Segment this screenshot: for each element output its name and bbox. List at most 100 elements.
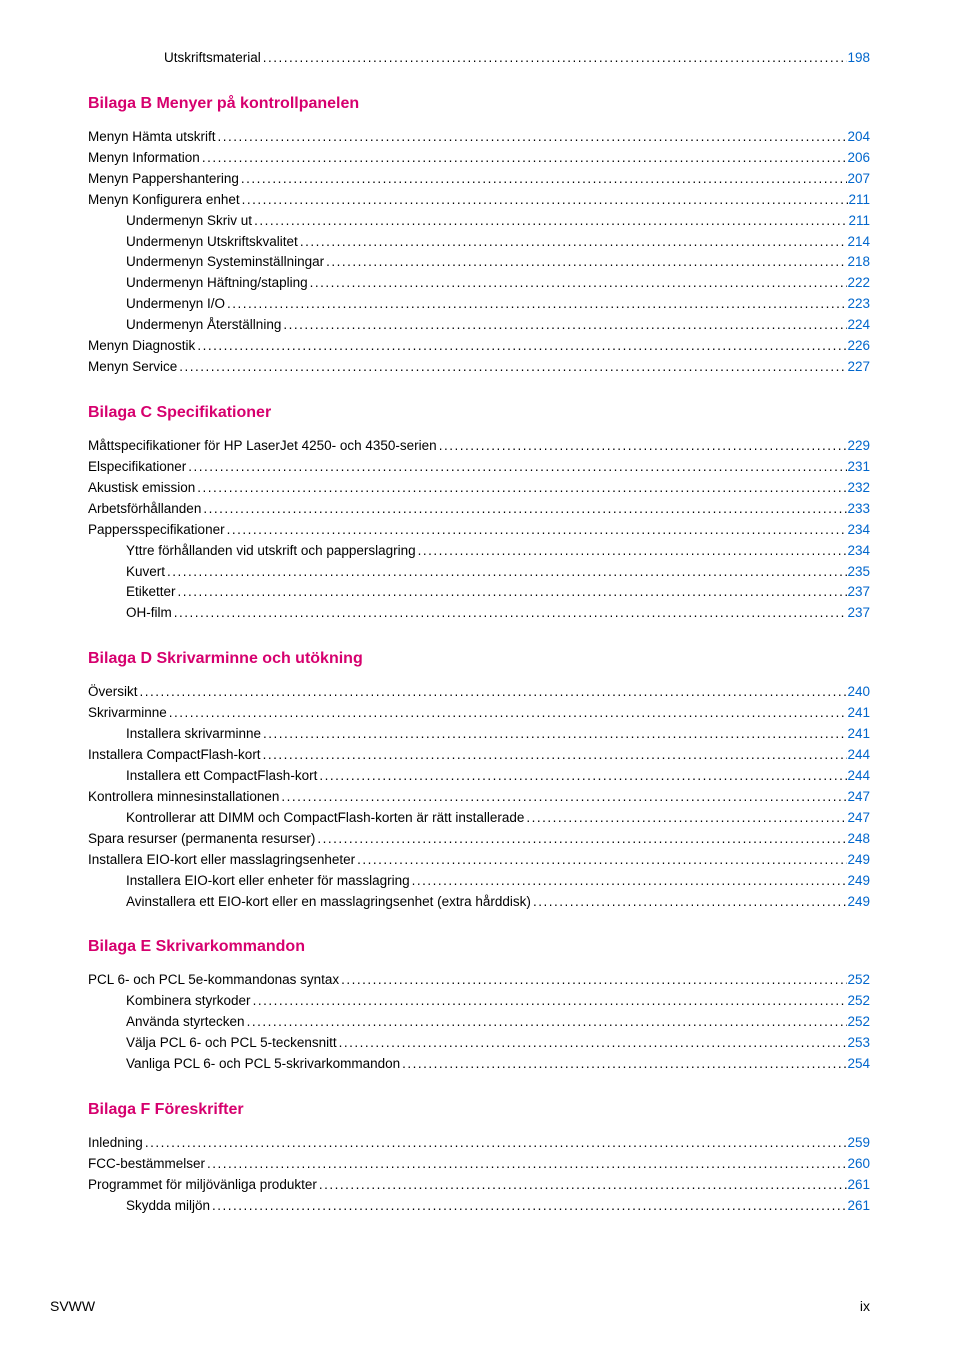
toc-entry: Utskriftsmaterial198 <box>88 48 870 69</box>
toc-entry-page[interactable]: 247 <box>847 787 870 808</box>
toc-leader-dots <box>167 703 848 724</box>
toc-leader-dots <box>298 232 848 253</box>
toc-entry-page[interactable]: 249 <box>847 892 870 913</box>
toc-section-title[interactable]: Bilaga E Skrivarkommandon <box>88 938 870 956</box>
toc-entry-label: Installera ett CompactFlash-kort <box>126 766 317 787</box>
toc-entry-page[interactable]: 241 <box>847 703 870 724</box>
toc-entry: Välja PCL 6- och PCL 5-teckensnitt253 <box>88 1033 870 1054</box>
toc-entry: Inledning259 <box>88 1133 870 1154</box>
toc-leader-dots <box>201 499 847 520</box>
toc-leader-dots <box>261 48 848 69</box>
toc-section-title[interactable]: Bilaga F Föreskrifter <box>88 1101 870 1119</box>
toc-entry: Menyn Hämta utskrift204 <box>88 127 870 148</box>
toc-entry-page[interactable]: 247 <box>847 808 870 829</box>
toc-entry: Elspecifikationer231 <box>88 457 870 478</box>
toc-entry-page[interactable]: 218 <box>847 252 870 273</box>
toc-entry: Menyn Pappershantering 207 <box>88 169 870 190</box>
toc-entry-page[interactable]: 231 <box>847 457 870 478</box>
toc-leader-dots <box>337 1033 848 1054</box>
toc-entry-page[interactable]: 249 <box>847 871 870 892</box>
toc-entry-label: Undermenyn Skriv ut <box>126 211 252 232</box>
toc-entry-page[interactable]: 233 <box>847 499 870 520</box>
toc-entry-page[interactable]: 206 <box>847 148 870 169</box>
toc-section-title[interactable]: Bilaga D Skrivarminne och utökning <box>88 650 870 668</box>
toc-entry-page[interactable]: 261 <box>847 1175 870 1196</box>
toc-entry-page[interactable]: 223 <box>847 294 870 315</box>
toc-leader-dots <box>400 1054 847 1075</box>
toc-entry-page[interactable]: 207 <box>847 169 870 190</box>
toc-section: Bilaga B Menyer på kontrollpanelen Menyn … <box>88 95 870 378</box>
toc-entry: Översikt240 <box>88 682 870 703</box>
toc-entry: Yttre förhållanden vid utskrift och papp… <box>88 541 870 562</box>
toc-entry: Kontrollera minnesinstallationen247 <box>88 787 870 808</box>
toc-entry-page[interactable]: 237 <box>847 603 870 624</box>
toc-entry: Installera EIO-kort eller masslagringsen… <box>88 850 870 871</box>
toc-entry-page[interactable]: 254 <box>847 1054 870 1075</box>
toc-leader-dots <box>200 148 848 169</box>
toc-entry-page[interactable]: 252 <box>847 991 870 1012</box>
toc-entry-label: Kombinera styrkoder <box>126 991 251 1012</box>
toc-entry-page[interactable]: 241 <box>847 724 870 745</box>
toc-leader-dots <box>205 1154 847 1175</box>
toc-entry-label: Skrivarminne <box>88 703 167 724</box>
toc-entry-page[interactable]: 222 <box>847 273 870 294</box>
toc-entry-page[interactable]: 234 <box>847 541 870 562</box>
toc-entry-label: Menyn Service <box>88 357 177 378</box>
toc-leader-dots <box>281 315 847 336</box>
toc-entry-label: Skydda miljön <box>126 1196 210 1217</box>
toc-leader-dots <box>261 724 847 745</box>
toc-entry-page[interactable]: 252 <box>847 1012 870 1033</box>
toc-entry-page[interactable]: 253 <box>847 1033 870 1054</box>
toc-entry: Menyn Information206 <box>88 148 870 169</box>
toc-entry-page[interactable]: 227 <box>847 357 870 378</box>
toc-leader-dots <box>251 991 848 1012</box>
toc-entry-label: Installera EIO-kort eller enheter för ma… <box>126 871 410 892</box>
toc-entry-label: FCC-bestämmelser <box>88 1154 205 1175</box>
toc-entry-page[interactable]: 224 <box>847 315 870 336</box>
toc-entry-page[interactable]: 226 <box>847 336 870 357</box>
toc-entry-page[interactable]: 198 <box>847 48 870 69</box>
toc-leader-dots <box>176 582 848 603</box>
toc-leader-dots <box>531 892 848 913</box>
toc-leader-dots <box>195 336 847 357</box>
toc-leader-dots <box>524 808 847 829</box>
toc-leader-dots <box>186 457 847 478</box>
toc-leader-dots <box>279 787 847 808</box>
toc-entry-label: Installera CompactFlash-kort <box>88 745 261 766</box>
toc-leader-dots <box>317 766 847 787</box>
toc-leader-dots <box>165 562 847 583</box>
toc-entry-page[interactable]: 244 <box>847 766 870 787</box>
toc-entry-page[interactable]: 252 <box>847 970 870 991</box>
toc-section-title[interactable]: Bilaga B Menyer på kontrollpanelen <box>88 95 870 113</box>
toc-leader-dots <box>437 436 848 457</box>
toc-entry: Avinstallera ett EIO-kort eller en massl… <box>88 892 870 913</box>
toc-entry-label: Installera skrivarminne <box>126 724 261 745</box>
toc-leader-dots <box>324 252 847 273</box>
toc-entry-page[interactable]: 211 <box>848 190 870 211</box>
toc-entry-page[interactable]: 248 <box>847 829 870 850</box>
toc-entry-page[interactable]: 232 <box>847 478 870 499</box>
toc-entry: Kombinera styrkoder 252 <box>88 991 870 1012</box>
toc-entry-page[interactable]: 261 <box>847 1196 870 1217</box>
toc-entry-page[interactable]: 214 <box>847 232 870 253</box>
toc-entry-page[interactable]: 211 <box>848 211 870 232</box>
toc-entry-page[interactable]: 204 <box>847 127 870 148</box>
toc-entry-page[interactable]: 240 <box>847 682 870 703</box>
toc-entry-page[interactable]: 235 <box>847 562 870 583</box>
toc-entry: Använda styrtecken252 <box>88 1012 870 1033</box>
toc-entry-label: PCL 6- och PCL 5e-kommandonas syntax <box>88 970 339 991</box>
toc-entry: Undermenyn Systeminställningar218 <box>88 252 870 273</box>
toc-entry: Arbetsförhållanden233 <box>88 499 870 520</box>
toc-entry-page[interactable]: 229 <box>847 436 870 457</box>
toc-entry-label: Avinstallera ett EIO-kort eller en massl… <box>126 892 531 913</box>
toc-entry-page[interactable]: 259 <box>847 1133 870 1154</box>
toc-entry-label: Menyn Pappershantering <box>88 169 239 190</box>
toc-entry-page[interactable]: 260 <box>847 1154 870 1175</box>
toc-section-title[interactable]: Bilaga C Specifikationer <box>88 404 870 422</box>
toc-entry-page[interactable]: 249 <box>847 850 870 871</box>
toc-entry-page[interactable]: 244 <box>847 745 870 766</box>
toc-leader-dots <box>138 682 848 703</box>
toc-leader-dots <box>195 478 847 499</box>
toc-entry-page[interactable]: 234 <box>847 520 870 541</box>
toc-entry-page[interactable]: 237 <box>847 582 870 603</box>
